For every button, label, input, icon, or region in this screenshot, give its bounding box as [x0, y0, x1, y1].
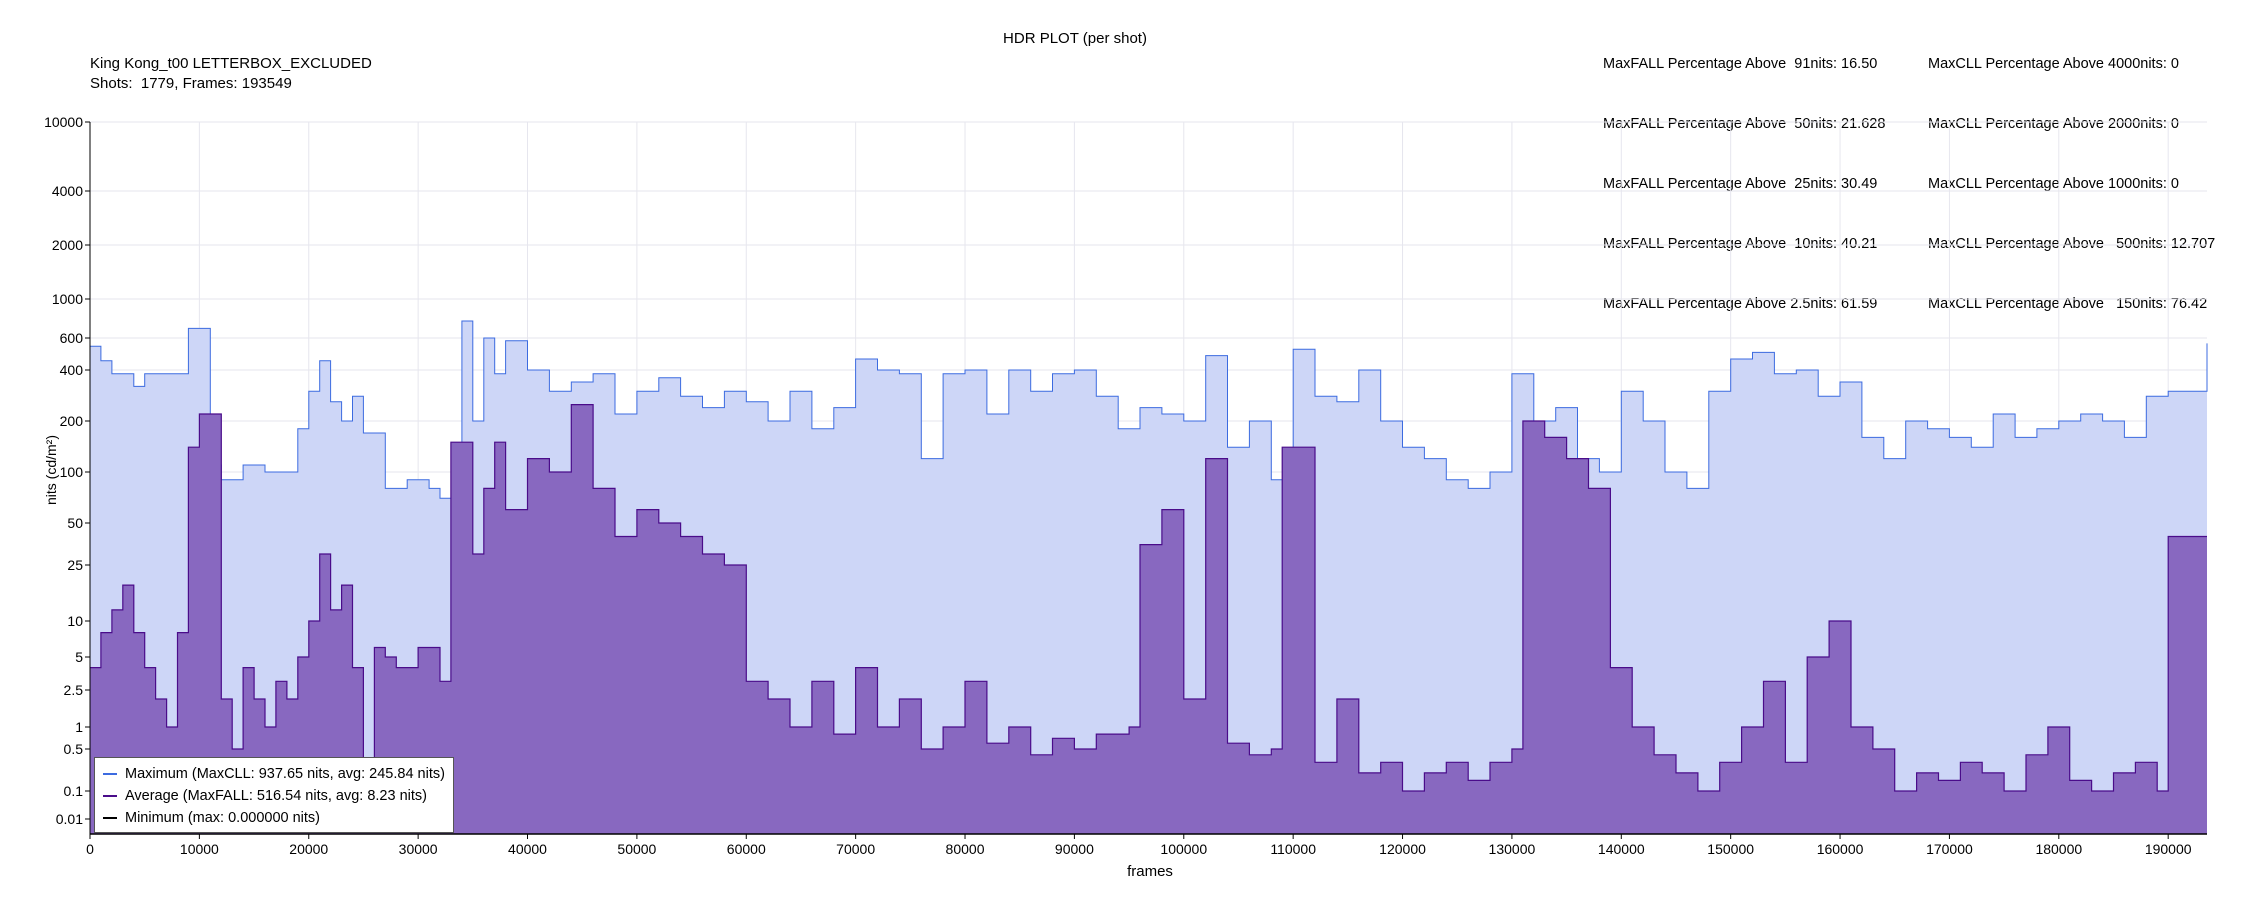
x-tick-label: 110000: [1270, 841, 1316, 857]
maxcll-stat-150: MaxCLL Percentage Above 150nits: 76.42: [1928, 296, 2208, 312]
x-tick-label: 100000: [1160, 841, 1207, 857]
axes: 1000040002000100060040020010050251052.51…: [44, 114, 2207, 857]
series-average-area: [90, 404, 2207, 834]
info-counts: Shots: 1779, Frames: 193549: [90, 75, 292, 92]
legend-item-average: Average (MaxFALL: 516.54 nits, avg: 8.23…: [103, 787, 427, 805]
y-tick-label: 0.1: [64, 783, 84, 799]
x-tick-label: 140000: [1598, 841, 1645, 857]
y-tick-label: 1000: [52, 291, 83, 307]
legend-swatch-maximum: [103, 773, 117, 775]
maxfall-stat-25: MaxFALL Percentage Above 25nits: 30.49: [1603, 176, 1878, 192]
chart-title: HDR PLOT (per shot): [1003, 30, 1147, 47]
y-tick-label: 0.5: [64, 741, 84, 757]
maxcll-stat-4000: MaxCLL Percentage Above 4000nits: 0: [1928, 56, 2179, 72]
info-title: King Kong_t00 LETTERBOX_EXCLUDED: [90, 55, 372, 72]
y-tick-label: 5: [75, 649, 83, 665]
x-tick-label: 30000: [399, 841, 438, 857]
y-tick-label: 200: [60, 413, 84, 429]
x-tick-label: 40000: [508, 841, 547, 857]
maxfall-stats: MaxFALL Percentage Above 91nits: 16.50 M…: [1603, 14, 1885, 334]
series-maximum-line: [90, 320, 2208, 499]
x-tick-label: 90000: [1055, 841, 1094, 857]
x-tick-label: 170000: [1926, 841, 1973, 857]
y-tick-label: 0.01: [56, 811, 83, 827]
maxfall-stat-10: MaxFALL Percentage Above 10nits: 40.21: [1603, 236, 1878, 252]
y-tick-label: 2.5: [64, 682, 84, 698]
y-tick-label: 1: [75, 719, 83, 735]
series-average-line: [90, 404, 2207, 792]
maxfall-stat-91: MaxFALL Percentage Above 91nits: 16.50: [1603, 56, 1878, 72]
x-tick-label: 190000: [2145, 841, 2192, 857]
y-tick-label: 600: [60, 330, 84, 346]
y-tick-label: 2000: [52, 237, 83, 253]
x-axis-label: frames: [1127, 863, 1173, 880]
legend-item-maximum: Maximum (MaxCLL: 937.65 nits, avg: 245.8…: [103, 765, 445, 783]
x-tick-label: 150000: [1707, 841, 1754, 857]
x-tick-label: 50000: [617, 841, 656, 857]
y-tick-label: 50: [67, 515, 83, 531]
maxcll-stat-1000: MaxCLL Percentage Above 1000nits: 0: [1928, 176, 2179, 192]
y-tick-label: 25: [67, 557, 83, 573]
x-tick-label: 130000: [1489, 841, 1536, 857]
x-tick-label: 180000: [2035, 841, 2082, 857]
x-tick-label: 80000: [946, 841, 985, 857]
y-axis-label: nits (cd/m²): [43, 435, 59, 505]
x-tick-label: 160000: [1817, 841, 1864, 857]
maxfall-stat-50: MaxFALL Percentage Above 50nits: 21.628: [1603, 116, 1886, 132]
x-tick-label: 0: [86, 841, 94, 857]
legend-swatch-average: [103, 795, 117, 797]
y-tick-label: 4000: [52, 183, 83, 199]
legend-label-average: Average (MaxFALL: 516.54 nits, avg: 8.23…: [125, 788, 427, 804]
maxcll-stats: MaxCLL Percentage Above 4000nits: 0 MaxC…: [1928, 14, 2215, 334]
x-tick-label: 10000: [180, 841, 219, 857]
x-tick-label: 70000: [836, 841, 875, 857]
y-tick-label: 100: [60, 464, 84, 480]
maxcll-stat-2000: MaxCLL Percentage Above 2000nits: 0: [1928, 116, 2179, 132]
legend: Maximum (MaxCLL: 937.65 nits, avg: 245.8…: [94, 757, 454, 833]
legend-swatch-minimum: [103, 817, 117, 819]
legend-label-maximum: Maximum (MaxCLL: 937.65 nits, avg: 245.8…: [125, 766, 445, 782]
maxcll-stat-500: MaxCLL Percentage Above 500nits: 12.707: [1928, 236, 2216, 252]
x-tick-label: 120000: [1379, 841, 1426, 857]
legend-label-minimum: Minimum (max: 0.000000 nits): [125, 810, 321, 826]
y-tick-label: 400: [60, 362, 84, 378]
y-tick-label: 10000: [44, 114, 83, 130]
y-tick-label: 10: [67, 613, 83, 629]
x-tick-label: 60000: [727, 841, 766, 857]
x-tick-label: 20000: [289, 841, 328, 857]
maxfall-stat-2-5: MaxFALL Percentage Above 2.5nits: 61.59: [1603, 296, 1878, 312]
legend-item-minimum: Minimum (max: 0.000000 nits): [103, 809, 320, 827]
